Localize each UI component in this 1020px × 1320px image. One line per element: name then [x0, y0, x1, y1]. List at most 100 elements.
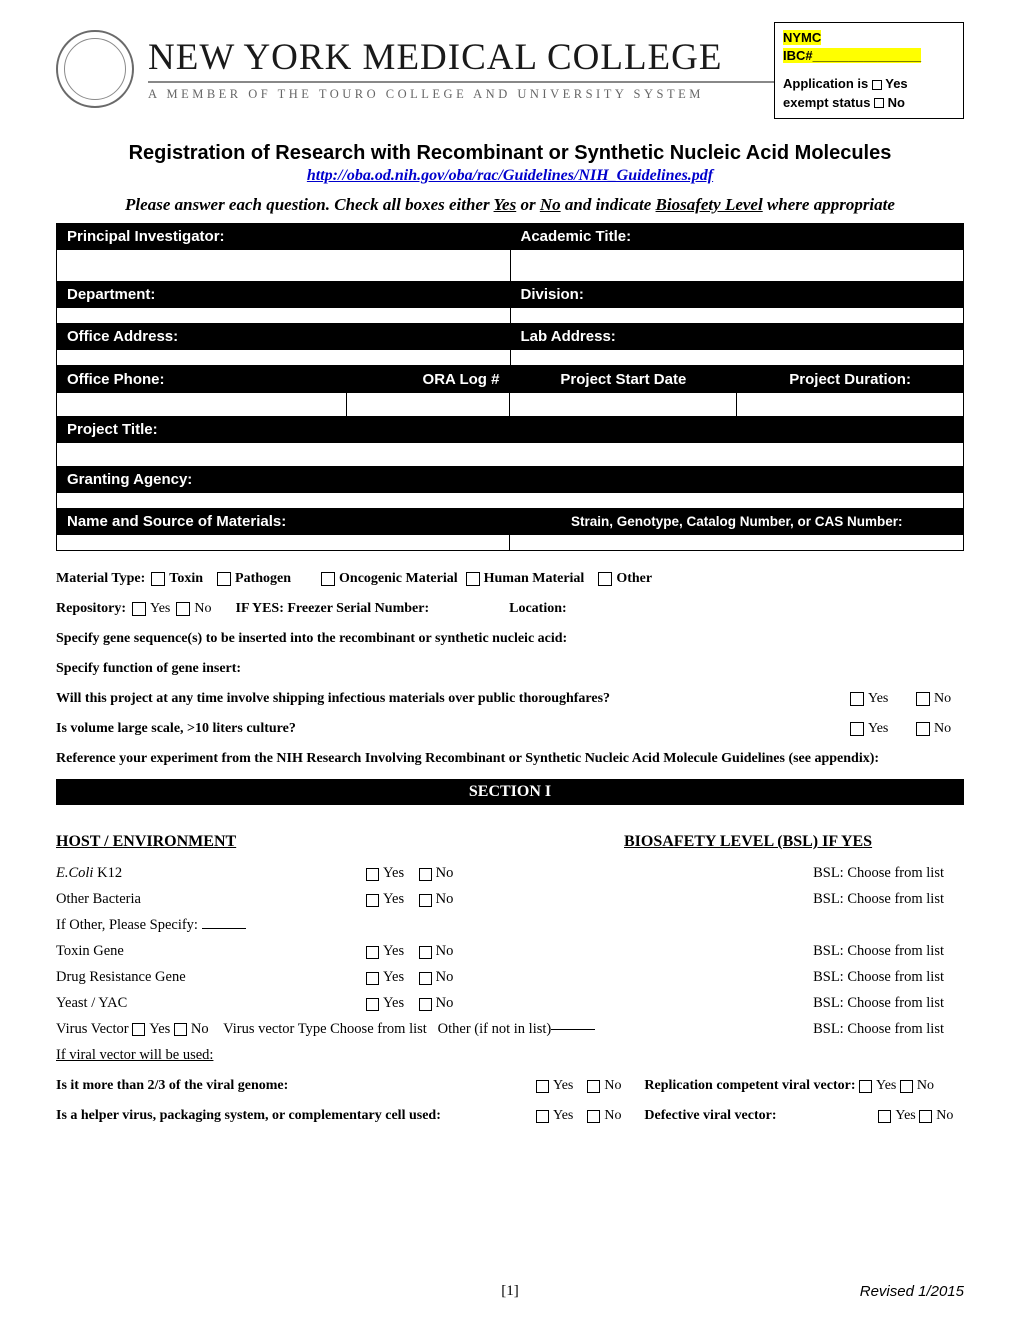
defective-no-checkbox[interactable]: [919, 1110, 932, 1123]
other-bacteria-row: Other Bacteria Yes No BSL: Choose from l…: [56, 891, 964, 908]
human-material-checkbox[interactable]: [466, 572, 480, 586]
toxin-checkbox[interactable]: [151, 572, 165, 586]
start-date-input[interactable]: [510, 393, 737, 417]
pi-input[interactable]: [57, 250, 511, 282]
helper-yes-checkbox[interactable]: [536, 1110, 549, 1123]
project-title-input[interactable]: [57, 443, 964, 467]
volume-yes-checkbox[interactable]: [850, 722, 864, 736]
repository-row: Repository: Yes No IF YES: Freezer Seria…: [56, 601, 964, 617]
nymc-label: NYMC: [783, 30, 821, 45]
shipping-row: Will this project at any time involve sh…: [56, 691, 964, 707]
virus-no-checkbox[interactable]: [174, 1023, 187, 1036]
helper-no-checkbox[interactable]: [587, 1110, 600, 1123]
granting-agency-input[interactable]: [57, 493, 964, 509]
ecoli-yes-checkbox[interactable]: [366, 868, 379, 881]
page-footer: [1] Revised 1/2015: [56, 1283, 964, 1300]
ibc-number[interactable]: IBC#_______________: [783, 48, 921, 63]
drug-resistance-row: Drug Resistance Gene Yes No BSL: Choose …: [56, 969, 964, 986]
strain-input[interactable]: [510, 535, 964, 551]
bacteria-bsl-select[interactable]: BSL: Choose from list: [556, 891, 964, 908]
virus-other-input[interactable]: [551, 1029, 595, 1030]
ecoli-bsl-select[interactable]: BSL: Choose from list: [556, 865, 964, 882]
helper-virus-row: Is a helper virus, packaging system, or …: [56, 1108, 964, 1124]
guidelines-link[interactable]: http://oba.od.nih.gov/oba/rac/Guidelines…: [307, 167, 713, 184]
volume-row: Is volume large scale, >10 liters cultur…: [56, 721, 964, 737]
toxin-gene-bsl-select[interactable]: BSL: Choose from list: [556, 943, 964, 960]
page-number: [1]: [501, 1283, 519, 1300]
duration-input[interactable]: [737, 393, 964, 417]
division-input[interactable]: [510, 308, 964, 324]
office-phone-input[interactable]: [57, 393, 347, 417]
other-specify-input[interactable]: [202, 928, 246, 929]
college-seal-icon: [56, 30, 134, 108]
yeast-no-checkbox[interactable]: [419, 998, 432, 1011]
ecoli-row: E.Coli K12 Yes No BSL: Choose from list: [56, 865, 964, 882]
pathogen-checkbox[interactable]: [217, 572, 231, 586]
section-1-header: SECTION I: [56, 779, 964, 805]
other-material-checkbox[interactable]: [598, 572, 612, 586]
division-label: Division:: [510, 282, 964, 308]
lab-address-input[interactable]: [510, 350, 964, 366]
materials-input[interactable]: [57, 535, 510, 551]
genome-ratio-row: Is it more than 2/3 of the viral genome:…: [56, 1078, 964, 1094]
genome-no-checkbox[interactable]: [587, 1080, 600, 1093]
application-is-label: Application is: [783, 76, 872, 91]
exempt-yes-checkbox[interactable]: [872, 80, 882, 90]
shipping-no-checkbox[interactable]: [916, 692, 930, 706]
oncogenic-checkbox[interactable]: [321, 572, 335, 586]
bacteria-yes-checkbox[interactable]: [366, 894, 379, 907]
repo-no-checkbox[interactable]: [176, 602, 190, 616]
office-phone-label: Office Phone:: [57, 367, 347, 393]
academic-title-label: Academic Title:: [510, 224, 964, 250]
repcomp-yes-checkbox[interactable]: [859, 1080, 872, 1093]
header-info-box: NYMC IBC#_______________ Application is …: [774, 22, 964, 119]
instruction-text: Please answer each question. Check all b…: [56, 195, 964, 215]
virus-yes-checkbox[interactable]: [132, 1023, 145, 1036]
lab-address-label: Lab Address:: [510, 324, 964, 350]
drug-no-checkbox[interactable]: [419, 972, 432, 985]
granting-agency-label: Granting Agency:: [57, 467, 964, 493]
pi-label: Principal Investigator:: [57, 224, 511, 250]
genome-yes-checkbox[interactable]: [536, 1080, 549, 1093]
applicant-info-table: Principal Investigator:Academic Title: D…: [56, 223, 964, 366]
logo-header: NEW YORK MEDICAL COLLEGE A MEMBER OF THE…: [56, 24, 816, 108]
defective-yes-checkbox[interactable]: [878, 1110, 891, 1123]
duration-label: Project Duration:: [737, 367, 964, 393]
if-other-row: If Other, Please Specify:: [56, 917, 964, 934]
yeast-yes-checkbox[interactable]: [366, 998, 379, 1011]
ora-log-input[interactable]: [347, 393, 510, 417]
department-label: Department:: [57, 282, 511, 308]
toxin-gene-yes-checkbox[interactable]: [366, 946, 379, 959]
drug-yes-checkbox[interactable]: [366, 972, 379, 985]
ecoli-no-checkbox[interactable]: [419, 868, 432, 881]
start-date-label: Project Start Date: [510, 367, 737, 393]
drug-bsl-select[interactable]: BSL: Choose from list: [556, 969, 964, 986]
shipping-yes-checkbox[interactable]: [850, 692, 864, 706]
bacteria-no-checkbox[interactable]: [419, 894, 432, 907]
project-info-table: Office Phone: ORA Log # Project Start Da…: [56, 366, 964, 551]
toxin-gene-row: Toxin Gene Yes No BSL: Choose from list: [56, 943, 964, 960]
repcomp-no-checkbox[interactable]: [900, 1080, 913, 1093]
academic-title-input[interactable]: [510, 250, 964, 282]
volume-no-checkbox[interactable]: [916, 722, 930, 736]
gene-function-label: Specify function of gene insert:: [56, 661, 964, 677]
form-title: Registration of Research with Recombinan…: [56, 142, 964, 165]
material-type-row: Material Type: Toxin Pathogen Oncogenic …: [56, 571, 964, 587]
college-subtitle: A MEMBER OF THE TOURO COLLEGE AND UNIVER…: [148, 87, 816, 102]
yeast-row: Yeast / YAC Yes No BSL: Choose from list: [56, 995, 964, 1012]
department-input[interactable]: [57, 308, 511, 324]
revision-date: Revised 1/2015: [860, 1283, 964, 1300]
college-name: NEW YORK MEDICAL COLLEGE: [148, 36, 816, 79]
virus-type-select[interactable]: Virus vector Type Choose from list: [223, 1021, 427, 1038]
yeast-bsl-select[interactable]: BSL: Choose from list: [556, 995, 964, 1012]
project-title-label: Project Title:: [57, 417, 964, 443]
ora-log-label: ORA Log #: [347, 367, 510, 393]
office-address-input[interactable]: [57, 350, 511, 366]
exempt-no-checkbox[interactable]: [874, 98, 884, 108]
toxin-gene-no-checkbox[interactable]: [419, 946, 432, 959]
virus-bsl-select[interactable]: BSL: Choose from list: [813, 1021, 964, 1038]
materials-label: Name and Source of Materials:: [57, 509, 510, 535]
strain-label: Strain, Genotype, Catalog Number, or CAS…: [510, 509, 964, 535]
repo-yes-checkbox[interactable]: [132, 602, 146, 616]
if-viral-row: If viral vector will be used:: [56, 1047, 964, 1064]
